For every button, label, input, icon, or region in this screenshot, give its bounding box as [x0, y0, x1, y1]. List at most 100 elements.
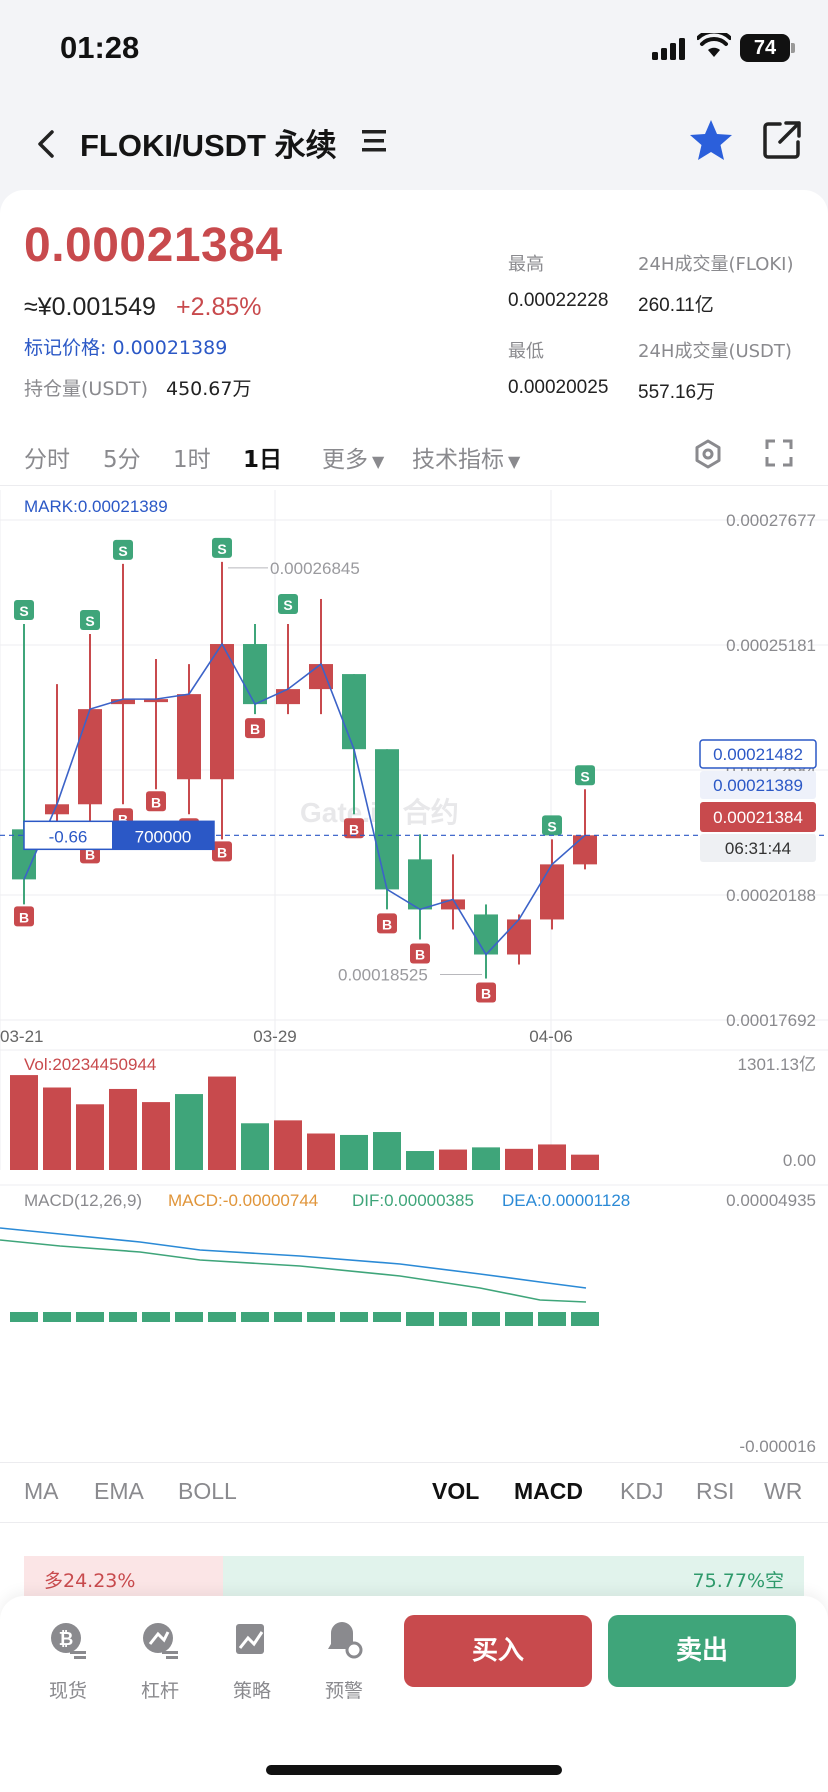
candle-body: [540, 864, 564, 920]
ind-ema[interactable]: EMA: [94, 1478, 144, 1504]
marker-label: S: [118, 543, 127, 559]
content-card: [0, 190, 828, 1690]
mark-price: 标记价格: 0.00021389: [24, 337, 228, 359]
volume-bar: [406, 1151, 434, 1170]
low-label: 最低: [508, 341, 544, 362]
tab-more[interactable]: 更多 ▼: [322, 440, 384, 474]
candle-body: [45, 804, 69, 815]
fullscreen-icon[interactable]: [764, 438, 794, 468]
volume-bar: [307, 1133, 335, 1170]
volume-bar: [208, 1076, 236, 1170]
marker-label: S: [19, 603, 28, 619]
high-annot: 0.00026845: [270, 559, 360, 578]
long-ratio-label: 多24.23%: [44, 1570, 136, 1592]
macd-hist-bar: [76, 1312, 104, 1322]
ind-vol[interactable]: VOL: [432, 1478, 480, 1504]
back-arrow-icon[interactable]: [28, 124, 64, 164]
vol-zero: 0.00: [783, 1151, 816, 1170]
macd-hist-bar: [10, 1312, 38, 1322]
marker-label: B: [19, 909, 29, 925]
vol-label: Vol:20234450944: [24, 1055, 156, 1074]
candle-body: [243, 644, 267, 705]
macd-hist-bar: [505, 1312, 533, 1326]
marker-label: B: [151, 794, 161, 810]
battery-tip: [791, 43, 795, 53]
candle-body: [111, 699, 135, 705]
nav-header: FLOKI/USDT 永续: [0, 100, 828, 190]
tab-indicators[interactable]: 技术指标 ▼: [412, 440, 520, 474]
ind-boll[interactable]: BOLL: [178, 1478, 237, 1504]
wifi-icon: [697, 33, 731, 57]
macd-bottom: -0.000016: [739, 1437, 816, 1456]
ind-rsi[interactable]: RSI: [696, 1478, 735, 1504]
sell-marker: [80, 610, 100, 631]
dea-value: DEA:0.00001128: [502, 1191, 630, 1210]
share-icon[interactable]: [760, 118, 804, 162]
candlestick-chart[interactable]: MARK:0.00021389 0.00027677 0.00025181 0.000…: [0, 490, 828, 1470]
caret-down-icon: ▼: [508, 452, 521, 471]
macd-hist-bar: [43, 1312, 71, 1322]
candle-body: [408, 859, 432, 910]
price-tick: 0.00025181: [726, 636, 816, 655]
pair-menu-icon[interactable]: [360, 128, 388, 154]
buy-button[interactable]: 买入: [404, 1615, 592, 1687]
low-annot: 0.00018525: [338, 966, 428, 985]
macd-top: 0.00004935: [726, 1191, 816, 1210]
nav-strategy[interactable]: 策略: [216, 1618, 288, 1703]
tabs-divider: [0, 485, 828, 486]
chart-canvas[interactable]: MARK:0.000213890.000276770.000251810.000…: [0, 490, 828, 1470]
ind-macd[interactable]: MACD: [514, 1478, 583, 1504]
macd-hist-bar: [406, 1312, 434, 1326]
marker-label: S: [85, 613, 94, 629]
tab-timeline[interactable]: 分时: [24, 447, 70, 473]
sell-button[interactable]: 卖出: [608, 1615, 796, 1687]
macd-hist-bar: [538, 1312, 566, 1326]
tab-5m[interactable]: 5分: [103, 447, 141, 473]
nav-alert[interactable]: 预警: [308, 1618, 380, 1703]
long-ratio-fill: [24, 1556, 223, 1602]
macd-hist-bar: [307, 1312, 335, 1322]
macd-hist-bar: [439, 1312, 467, 1326]
buy-marker: [476, 982, 496, 1003]
high-label: 最高: [508, 254, 544, 275]
marker-label: S: [217, 541, 226, 557]
volume-bar: [472, 1147, 500, 1170]
ind-kdj[interactable]: KDJ: [620, 1478, 664, 1504]
order-tag-pnl: -0.66: [49, 827, 88, 846]
price-tick: 0.00017692: [726, 1011, 816, 1030]
change-percent: +2.85%: [176, 293, 262, 321]
candle-body: [573, 835, 597, 865]
ind-ma[interactable]: MA: [24, 1478, 59, 1504]
ind-wr[interactable]: WR: [764, 1478, 803, 1504]
candle-body: [474, 914, 498, 955]
nav-margin[interactable]: 杠杆: [124, 1618, 196, 1703]
candle-body: [375, 749, 399, 890]
buy-marker: [344, 818, 364, 839]
strategy-icon: [236, 1624, 264, 1654]
favorite-star-icon[interactable]: [688, 118, 734, 162]
status-bar: 01:28 74: [0, 0, 828, 100]
macd-hist-bar: [109, 1312, 137, 1322]
candle-body: [276, 689, 300, 705]
nav-spot[interactable]: ₿ 现货: [32, 1618, 104, 1703]
macd-params: MACD(12,26,9): [24, 1191, 142, 1210]
battery-icon: 74: [740, 34, 790, 62]
short-ratio-fill: [223, 1556, 804, 1602]
pair-title[interactable]: FLOKI/USDT 永续: [80, 128, 337, 163]
volume-bar: [274, 1120, 302, 1170]
vol-coin-value: 260.11亿: [638, 295, 714, 316]
candle-body: [144, 699, 168, 703]
volume-bar: [439, 1149, 467, 1170]
price-tick: 0.00027677: [726, 511, 816, 530]
chart-settings-icon[interactable]: [692, 438, 724, 470]
volume-bar: [340, 1134, 368, 1170]
home-indicator: [266, 1765, 562, 1775]
macd-hist-bar: [373, 1312, 401, 1322]
leverage-icon: [143, 1623, 178, 1659]
tab-1h[interactable]: 1时: [173, 447, 211, 473]
price-tag-mark-text: 0.00021389: [713, 776, 803, 795]
date-tick: 04-06: [529, 1027, 572, 1046]
tab-1d[interactable]: 1日: [243, 447, 283, 473]
macd-hist-bar: [571, 1312, 599, 1326]
volume-bar: [241, 1123, 269, 1170]
